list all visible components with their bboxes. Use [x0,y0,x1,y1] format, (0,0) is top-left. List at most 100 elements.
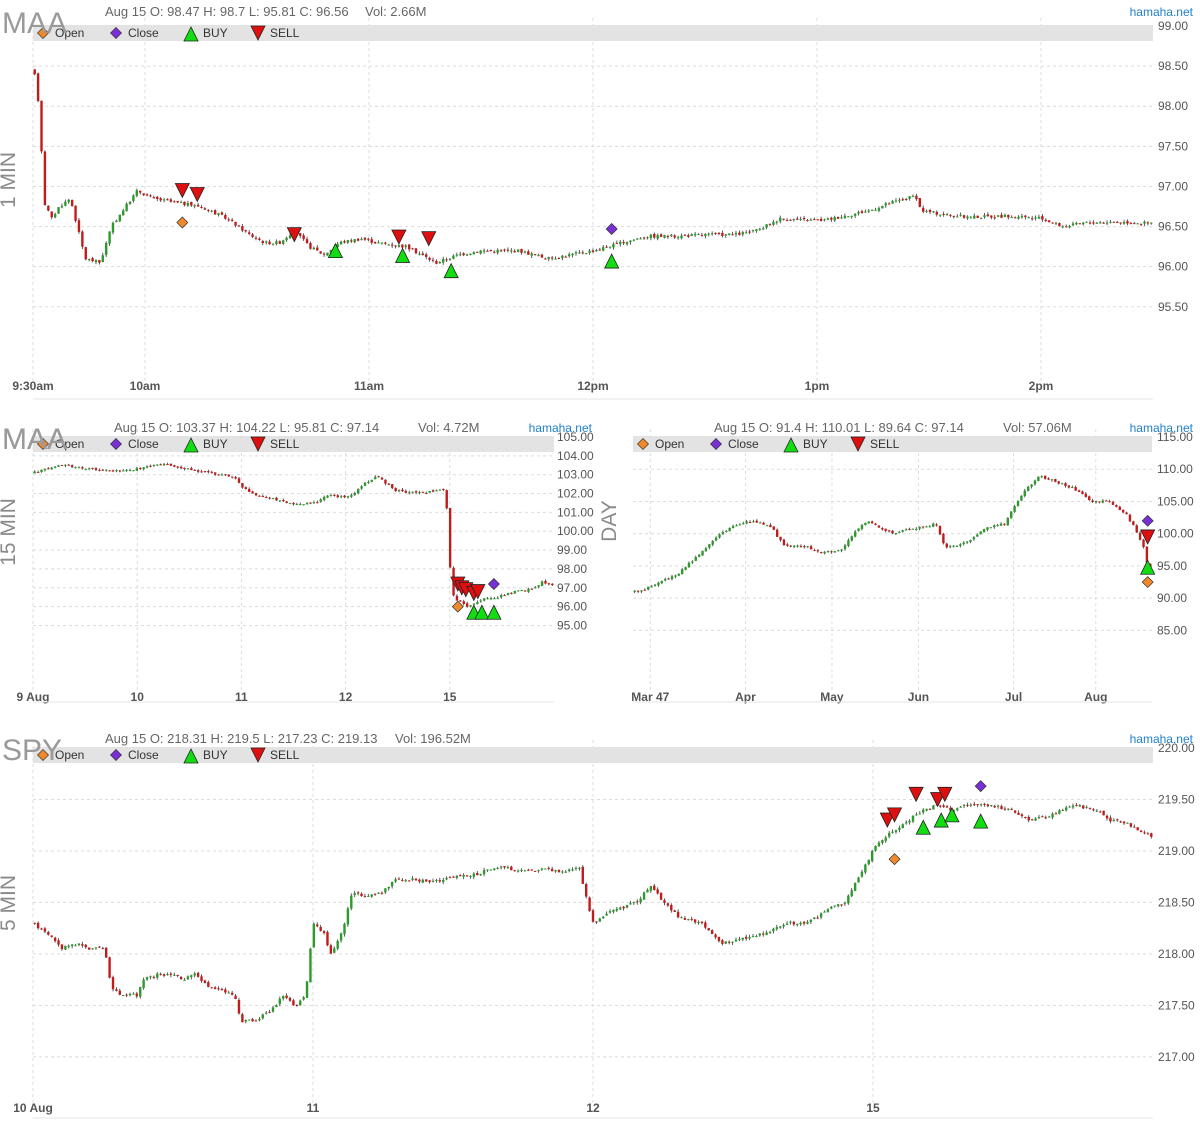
candle-body [391,484,394,489]
candle-body [823,551,826,554]
x-tick-label: 11am [354,379,384,393]
candle-body [782,924,785,927]
candle-body [166,199,169,201]
candle-body [1034,217,1037,219]
candle-body [431,259,435,261]
candle-body [809,919,813,922]
candle-body [149,465,152,467]
candle-body [891,530,894,534]
candle-body [190,975,193,978]
candle-body [1054,222,1058,224]
candle-body [523,590,527,592]
candle-body [1126,221,1129,224]
candle-body [98,469,101,471]
candle-body [1020,215,1024,218]
x-tick-label: 15 [866,1101,880,1115]
candle-body [1051,222,1054,224]
candle-body [397,245,401,247]
candle-body [911,815,915,822]
candle-body [564,256,567,258]
candle-body [384,479,387,484]
candle-body [1041,816,1044,818]
candle-body [329,249,333,254]
candle-body [1027,816,1030,821]
candle-body [1088,807,1092,809]
candle-body [653,885,656,891]
candle-body [1128,514,1132,522]
candle-body [227,219,230,221]
candle-body [455,875,459,878]
candle-body [745,521,748,524]
timeframe-label: 15 MIN [0,498,20,566]
y-tick-label: 102.00 [557,487,594,501]
x-tick-label: Aug [1084,690,1107,704]
candle-body [540,868,544,870]
candle-body [744,232,748,234]
candle-body [857,877,860,883]
candle-body [326,252,329,256]
candle-body [1037,817,1041,819]
candle-body [248,488,251,492]
candle-body [122,470,125,472]
candle-body [156,196,159,199]
candle-body [1030,218,1034,220]
candle-body [1102,810,1105,816]
candle-body [813,550,816,552]
x-tick-label: 2pm [1029,379,1054,393]
candle-body [806,546,809,548]
candle-body [309,502,312,504]
open-legend-icon [37,27,49,39]
candle-body [959,214,962,216]
legend: Open Close BUY SELL [37,25,300,42]
candle-body [203,471,207,473]
candle-body [390,882,394,887]
candle-body [680,235,683,239]
candle-body [925,526,928,528]
candle-body [738,524,742,526]
candle-body [145,194,149,196]
candle-body [734,939,738,942]
candle-body [397,878,401,880]
candle-body [472,252,476,255]
candle-body [336,940,339,949]
candle-body [70,200,74,207]
candle-body [748,231,751,233]
candle-body [265,497,268,499]
candle-body [799,545,803,547]
candle-body [384,888,387,893]
y-tick-label: 105.00 [1157,494,1194,508]
candle-body [796,545,799,547]
candle-body [486,869,489,871]
candle-body [472,873,476,877]
candle-body [251,1019,254,1022]
candle-body [156,464,159,466]
candle-body [1121,509,1125,513]
candle-body [1010,511,1013,519]
candle-body [884,837,887,841]
candle-body [639,238,642,240]
candle-body [554,258,557,260]
candle-body [275,497,278,501]
candle-body [1071,805,1075,808]
candle-body [602,916,605,919]
buy-marker [394,247,411,263]
sell-legend-label: SELL [270,748,300,762]
candle-body [1133,223,1136,225]
candle-body [860,211,864,214]
candle-body [887,833,891,837]
candle-body [193,973,196,976]
candle-body [424,879,428,882]
candle-body [173,974,176,976]
candle-body [802,217,806,220]
candle-body [271,498,275,500]
candle-body [455,595,459,601]
candle-body [867,859,870,865]
candle-body [765,932,768,936]
buy-legend-icon [783,437,799,453]
candle-body [493,598,496,600]
candle-body [254,493,258,496]
candle-body [387,886,390,889]
candle-body [898,531,901,533]
candle-body [782,539,786,546]
candle-body [1010,216,1013,218]
